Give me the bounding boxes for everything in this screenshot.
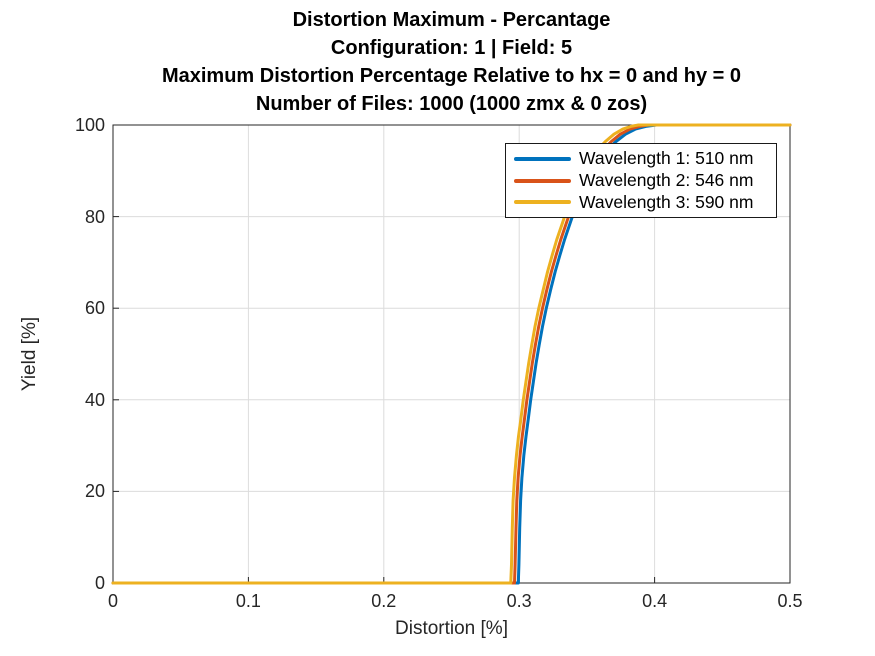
legend-label: Wavelength 3: 590 nm bbox=[579, 191, 754, 212]
title-line-2: Configuration: 1 | Field: 5 bbox=[330, 37, 573, 59]
legend-item: Wavelength 3: 590 nm bbox=[514, 191, 768, 213]
series-curve-1 bbox=[111, 123, 792, 585]
y-tick-label: 20 bbox=[84, 481, 105, 502]
x-tick-label: 0.3 bbox=[506, 591, 532, 611]
legend-item: Wavelength 1: 510 nm bbox=[514, 148, 768, 170]
x-tick-label: 0.2 bbox=[371, 591, 397, 611]
y-axis-label: Yield [%] bbox=[19, 316, 40, 392]
series-curve-2 bbox=[111, 123, 792, 585]
y-tick-label: 100 bbox=[74, 115, 105, 135]
y-tick-label: 80 bbox=[84, 206, 105, 227]
title-line-3: Maximum Distortion Percentage Relative t… bbox=[161, 65, 742, 87]
x-tick-label: 0 bbox=[107, 591, 119, 611]
x-tick-label: 0.5 bbox=[777, 591, 803, 611]
legend-line-swatch bbox=[514, 156, 571, 161]
legend-line-swatch bbox=[514, 200, 571, 205]
title-line-4: Number of Files: 1000 (1000 zmx & 0 zos) bbox=[255, 93, 648, 115]
series-curve-3 bbox=[111, 123, 792, 585]
chart-title: Distortion Maximum - Percantage Configur… bbox=[113, 6, 790, 118]
title-line-1: Distortion Maximum - Percantage bbox=[292, 9, 611, 31]
legend-label: Wavelength 2: 546 nm bbox=[579, 170, 754, 190]
legend-box: Wavelength 1: 510 nm Wavelength 2: 546 nm… bbox=[505, 143, 777, 218]
x-tick-label: 0.4 bbox=[642, 591, 668, 611]
legend-line-swatch bbox=[514, 178, 571, 183]
x-tick-label: 0.1 bbox=[235, 591, 261, 611]
y-tick-label: 0 bbox=[94, 573, 105, 593]
y-tick-label: 60 bbox=[84, 298, 105, 319]
y-tick-label: 40 bbox=[84, 389, 105, 410]
x-axis-label: Distortion [%] bbox=[395, 618, 508, 639]
legend-item: Wavelength 2: 546 nm bbox=[514, 170, 768, 192]
legend-label: Wavelength 1: 510 nm bbox=[579, 148, 754, 169]
